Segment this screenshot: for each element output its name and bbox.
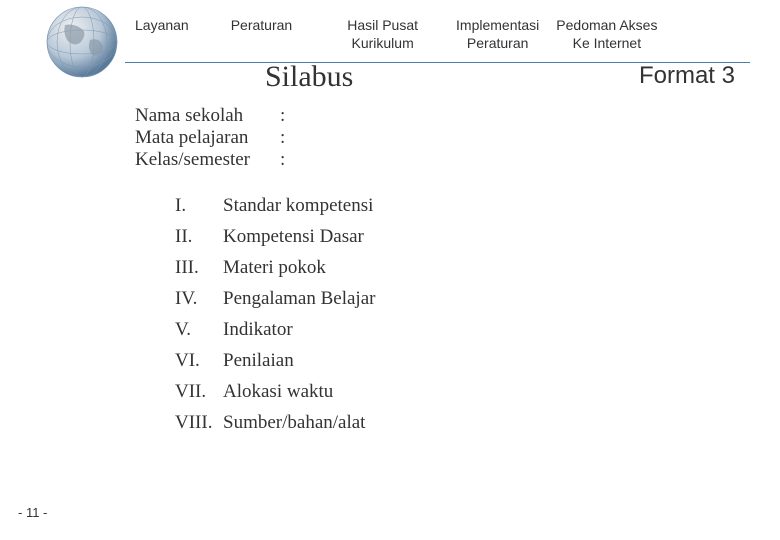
outline-item: III.Materi pokok — [175, 257, 375, 279]
outline-item: IV.Pengalaman Belajar — [175, 288, 375, 310]
field-colon: : — [280, 127, 285, 149]
outline-num: I. — [175, 195, 223, 217]
outline-num: III. — [175, 257, 223, 279]
outline-text: Kompetensi Dasar — [223, 226, 364, 248]
field-row: Mata pelajaran : — [135, 127, 285, 149]
outline-text: Materi pokok — [223, 257, 326, 279]
field-colon: : — [280, 105, 285, 127]
outline-num: VI. — [175, 350, 223, 372]
field-colon: : — [280, 149, 285, 171]
outline-text: Indikator — [223, 319, 293, 341]
fields-block: Nama sekolah : Mata pelajaran : Kelas/se… — [135, 105, 285, 171]
outline-item: VI.Penilaian — [175, 350, 375, 372]
page-number: - 11 - — [18, 505, 47, 520]
nav-item-peraturan[interactable]: Peraturan — [221, 10, 302, 62]
field-label: Kelas/semester — [135, 149, 280, 171]
field-label: Mata pelajaran — [135, 127, 280, 149]
outline-text: Penilaian — [223, 350, 294, 372]
outline-num: VIII. — [175, 412, 223, 434]
field-label: Nama sekolah — [135, 105, 280, 127]
globe-icon — [45, 5, 120, 80]
outline-text: Sumber/bahan/alat — [223, 412, 365, 434]
outline-num: V. — [175, 319, 223, 341]
outline-item: II.Kompetensi Dasar — [175, 226, 375, 248]
nav-item-pedoman[interactable]: Pedoman Akses Ke Internet — [546, 10, 667, 62]
outline-text: Alokasi waktu — [223, 381, 333, 403]
outline-text: Pengalaman Belajar — [223, 288, 375, 310]
nav-item-implementasi[interactable]: Implementasi Peraturan — [446, 10, 549, 62]
field-row: Nama sekolah : — [135, 105, 285, 127]
outline-text: Standar kompetensi — [223, 195, 373, 217]
outline-num: IV. — [175, 288, 223, 310]
nav-item-hasil[interactable]: Hasil Pusat Kurikulum — [337, 10, 428, 62]
page-title: Silabus — [265, 60, 353, 94]
outline-list: I.Standar kompetensi II.Kompetensi Dasar… — [175, 195, 375, 443]
format-label: Format 3 — [639, 62, 735, 90]
outline-item: V.Indikator — [175, 319, 375, 341]
outline-item: VII.Alokasi waktu — [175, 381, 375, 403]
outline-item: VIII.Sumber/bahan/alat — [175, 412, 375, 434]
outline-num: VII. — [175, 381, 223, 403]
nav-bar: Layanan Peraturan Hasil Pusat Kurikulum … — [125, 10, 750, 63]
outline-item: I.Standar kompetensi — [175, 195, 375, 217]
nav-item-layanan[interactable]: Layanan — [125, 10, 199, 62]
field-row: Kelas/semester : — [135, 149, 285, 171]
outline-num: II. — [175, 226, 223, 248]
